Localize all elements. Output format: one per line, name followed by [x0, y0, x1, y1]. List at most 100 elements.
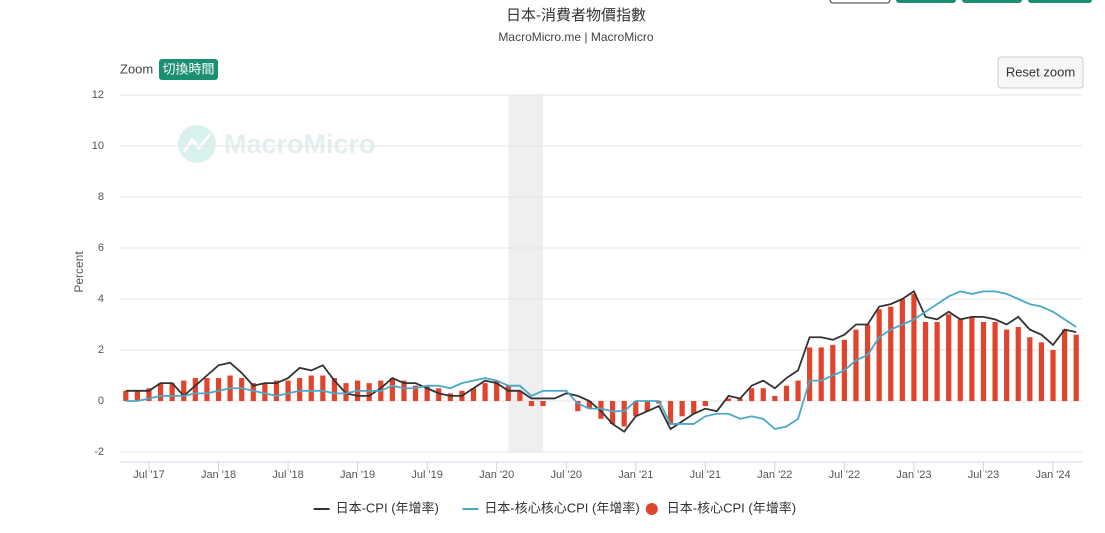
bar — [899, 299, 905, 401]
bar — [215, 378, 222, 401]
x-tick-label: Jul '18 — [272, 469, 303, 481]
bar — [1073, 334, 1079, 401]
bar — [644, 401, 650, 412]
bar — [273, 380, 280, 401]
top-button[interactable] — [896, 0, 956, 3]
x-tick-label: Jul '22 — [829, 469, 860, 481]
bar — [181, 380, 187, 401]
bar — [864, 324, 871, 401]
bar — [911, 293, 917, 401]
top-button[interactable] — [829, 0, 891, 4]
x-tick-label: Jan '21 — [618, 469, 653, 481]
bar — [818, 347, 824, 401]
bar — [957, 319, 963, 401]
bar — [123, 390, 129, 401]
bar — [980, 321, 987, 401]
bar — [598, 401, 604, 419]
bar — [401, 380, 407, 401]
x-tick-label: Jul '23 — [968, 469, 999, 481]
top-button[interactable] — [1028, 0, 1092, 3]
watermark-text: MacroMicro — [224, 129, 376, 159]
bar — [737, 398, 743, 401]
bar — [505, 385, 511, 401]
legend-item: 日本-核心核心CPI (年增率) — [462, 500, 640, 515]
x-tick-label: Jul '19 — [411, 469, 442, 481]
bar — [679, 401, 685, 417]
x-tick-label: Jul '20 — [551, 469, 582, 481]
bar — [633, 401, 639, 417]
bar — [667, 401, 674, 424]
zoom-button-bg[interactable] — [159, 59, 218, 80]
bar — [609, 401, 616, 424]
legend-label: 日本-CPI (年增率) — [336, 500, 439, 515]
chart-subtitle: MacroMicro.me | MacroMicro — [498, 30, 653, 44]
y-tick-label: 4 — [98, 293, 104, 305]
y-tick-label: 8 — [98, 191, 104, 203]
bar — [575, 401, 581, 412]
bar — [204, 378, 210, 401]
line — [125, 290, 1077, 431]
x-tick-label: Jul '17 — [133, 469, 164, 481]
bar — [830, 344, 836, 401]
watermark: MacroMicro — [178, 125, 376, 163]
y-tick-label: -2 — [94, 446, 104, 458]
bar — [772, 395, 778, 401]
top-button[interactable] — [962, 0, 1022, 3]
x-tick-label: Jan '23 — [896, 469, 931, 481]
bar — [795, 380, 801, 401]
bar — [494, 380, 500, 401]
bar — [853, 329, 859, 401]
x-tick-label: Jan '19 — [340, 469, 375, 481]
legend-item: 日本-CPI (年增率) — [313, 500, 439, 515]
bar — [1004, 329, 1010, 401]
bar — [749, 388, 755, 401]
reset-button[interactable]: Reset zoom — [997, 56, 1084, 89]
legend-symbol — [645, 503, 658, 515]
chart-title: 日本-消費者物價指數 — [506, 7, 646, 24]
x-tick-label: Jan '18 — [201, 469, 236, 481]
bar — [934, 321, 940, 401]
x-tick-label: Jan '22 — [757, 469, 792, 481]
bar — [331, 378, 338, 401]
zoom-label: Zoom — [120, 61, 153, 76]
bar — [1050, 350, 1056, 401]
y-tick-label: 2 — [98, 344, 104, 356]
bar — [262, 383, 268, 401]
bar — [169, 383, 175, 401]
bar — [528, 401, 535, 407]
zoom-button[interactable]: 切換時間 — [159, 59, 218, 80]
bar — [146, 388, 152, 401]
bar — [517, 390, 523, 401]
bar — [436, 388, 442, 401]
y-tick-label: 10 — [92, 140, 104, 152]
bar — [424, 385, 430, 401]
reset-button-label[interactable]: Reset zoom — [1006, 64, 1075, 79]
bar — [691, 401, 697, 414]
bar — [702, 401, 708, 407]
bar — [540, 401, 546, 407]
x-tick-label: Jul '21 — [690, 469, 721, 481]
legend-label: 日本-核心CPI (年增率) — [667, 500, 796, 515]
x-tick-label: Jan '20 — [479, 469, 514, 481]
bar — [725, 398, 732, 401]
bar — [1015, 327, 1021, 401]
bar — [888, 306, 894, 401]
bar — [157, 383, 164, 401]
bar — [946, 314, 952, 401]
bar — [192, 378, 198, 401]
bar — [783, 385, 790, 401]
bar — [447, 393, 453, 401]
bar — [1062, 329, 1068, 401]
line — [125, 290, 1077, 433]
zoom-button-label[interactable]: 切換時間 — [162, 61, 214, 76]
bar — [586, 401, 593, 409]
bar — [366, 383, 372, 401]
reset-button-bg[interactable] — [997, 56, 1084, 89]
bar — [807, 347, 813, 401]
bar — [922, 321, 929, 401]
x-tick-label: Jan '24 — [1035, 469, 1070, 481]
bar — [760, 388, 766, 401]
bar — [389, 378, 395, 401]
bar — [285, 380, 291, 401]
